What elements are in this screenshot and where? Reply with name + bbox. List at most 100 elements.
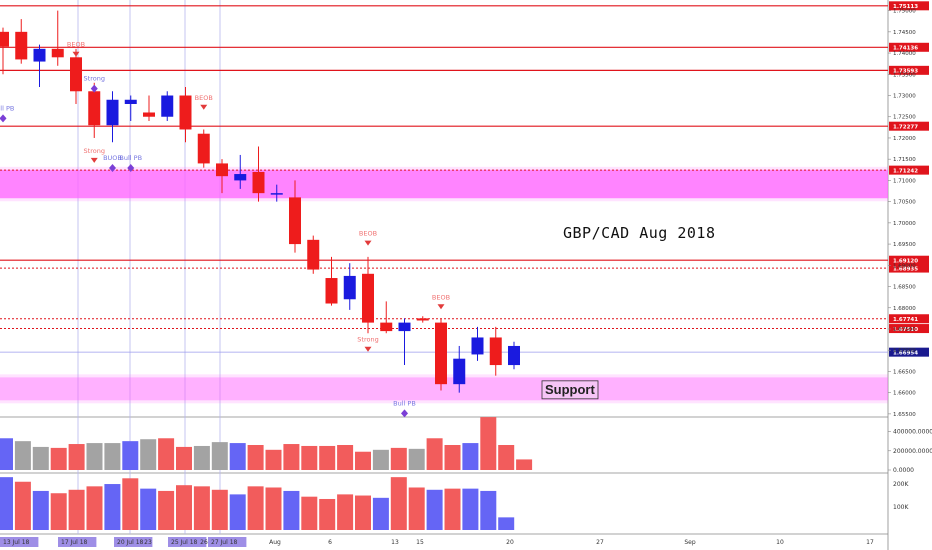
volume-bar bbox=[176, 446, 192, 470]
current-price-label: 1.66954 bbox=[893, 350, 918, 356]
volume-bar bbox=[372, 449, 389, 470]
volume-bar bbox=[68, 489, 85, 530]
candle-body bbox=[398, 322, 411, 332]
pattern-annotation: Bull PB bbox=[119, 154, 142, 162]
candle-body bbox=[307, 239, 320, 270]
candle-body bbox=[234, 174, 247, 181]
level-price-label: 1.74136 bbox=[893, 45, 918, 51]
x-axis-date-label: Aug bbox=[269, 539, 281, 546]
price-tick-label: 1.72500 bbox=[893, 115, 916, 121]
candle bbox=[343, 263, 356, 310]
candle bbox=[252, 146, 265, 202]
price-tick-label: 1.69500 bbox=[893, 242, 916, 248]
candle-body bbox=[270, 193, 283, 195]
support-label-box bbox=[541, 380, 599, 400]
level-price-tag bbox=[889, 165, 929, 175]
volume-bar bbox=[480, 417, 497, 470]
volume-bar bbox=[140, 439, 157, 470]
volume-bar bbox=[247, 486, 264, 530]
candle bbox=[453, 345, 466, 393]
volume-bar bbox=[408, 487, 425, 530]
volume-tick-label: 200000.0000 bbox=[893, 448, 932, 455]
volume-bar bbox=[498, 517, 515, 530]
candle-body bbox=[161, 95, 174, 117]
candle-body bbox=[435, 322, 447, 385]
volume-bar bbox=[50, 493, 67, 530]
down-arrow-icon bbox=[437, 304, 445, 310]
candle bbox=[15, 19, 28, 64]
price-tick-label: 1.66500 bbox=[893, 369, 916, 375]
volume-bar bbox=[444, 488, 461, 530]
candle bbox=[161, 91, 174, 121]
volume-bar bbox=[14, 481, 31, 530]
candle-body bbox=[216, 163, 228, 177]
candle-body bbox=[380, 322, 393, 332]
candle-body bbox=[343, 275, 356, 300]
price-tick-label: 1.65500 bbox=[893, 412, 916, 418]
volume-bar bbox=[355, 451, 371, 470]
pattern-annotation: BEOB bbox=[195, 94, 213, 102]
x-axis-date-label: 20 Jul 18 bbox=[117, 539, 144, 546]
price-tick-label: 1.73000 bbox=[893, 94, 916, 100]
volume-tick-label: 100K bbox=[893, 504, 909, 511]
pattern-annotation: Bull PB bbox=[0, 104, 14, 112]
candle bbox=[289, 180, 301, 253]
price-tick-label: 1.72000 bbox=[893, 136, 916, 142]
volume-bar bbox=[211, 489, 228, 530]
diamond-icon bbox=[109, 164, 116, 173]
volume-bar bbox=[265, 487, 282, 530]
level-price-tag bbox=[889, 42, 929, 52]
volume-bar bbox=[498, 445, 515, 470]
price-tick-label: 1.67500 bbox=[893, 327, 916, 333]
price-tick-label: 1.68000 bbox=[893, 306, 916, 312]
candle-body bbox=[252, 171, 265, 194]
date-highlight bbox=[208, 537, 247, 547]
candle bbox=[508, 341, 520, 370]
volume-bar bbox=[211, 442, 228, 470]
x-axis-date-label: Sep bbox=[684, 539, 696, 546]
date-highlight bbox=[114, 537, 153, 547]
x-axis-date-label: 27 bbox=[596, 539, 604, 546]
price-tick-label: 1.74500 bbox=[893, 30, 916, 36]
volume-bar bbox=[462, 443, 479, 470]
diamond-icon bbox=[0, 114, 7, 123]
x-axis-date-label: 17 bbox=[866, 539, 874, 546]
pattern-annotation: BEOB bbox=[67, 41, 85, 49]
volume-bar bbox=[372, 497, 389, 530]
volume-bar bbox=[283, 490, 300, 530]
volume-bar bbox=[68, 444, 85, 470]
price-tick-label: 1.71500 bbox=[893, 157, 916, 163]
price-tick-label: 1.71000 bbox=[893, 178, 916, 184]
candle bbox=[435, 318, 447, 391]
price-tick-label: 1.66000 bbox=[893, 391, 916, 397]
price-tick-label: 1.69000 bbox=[893, 263, 916, 269]
volume-bar bbox=[444, 445, 461, 470]
volume-bar bbox=[104, 484, 121, 530]
volume-bar bbox=[480, 490, 497, 530]
volume-bar bbox=[355, 495, 371, 530]
candle-body bbox=[33, 48, 46, 62]
date-highlight bbox=[58, 537, 97, 547]
x-axis-date-label: 20 bbox=[506, 539, 514, 546]
candle-body bbox=[508, 345, 520, 366]
volume-bar bbox=[408, 448, 425, 470]
candle bbox=[0, 27, 9, 75]
volume-bar bbox=[193, 445, 210, 470]
level-price-tag bbox=[889, 255, 929, 265]
level-price-tag bbox=[889, 65, 929, 75]
candle-body bbox=[51, 48, 64, 58]
volume-bar bbox=[462, 488, 479, 530]
candle-body bbox=[489, 337, 502, 366]
candle-body bbox=[325, 278, 338, 304]
volume-bar bbox=[247, 445, 264, 470]
candle-body bbox=[143, 112, 155, 117]
candle bbox=[362, 256, 374, 334]
candle bbox=[489, 326, 502, 376]
down-arrow-icon bbox=[364, 346, 372, 352]
pattern-annotation: BUOB bbox=[103, 154, 122, 162]
price-tick-label: 1.68500 bbox=[893, 285, 916, 291]
volume-bar bbox=[229, 494, 246, 530]
x-axis-date-label: 23 bbox=[144, 539, 152, 546]
x-axis-date-label: 15 bbox=[416, 539, 424, 546]
